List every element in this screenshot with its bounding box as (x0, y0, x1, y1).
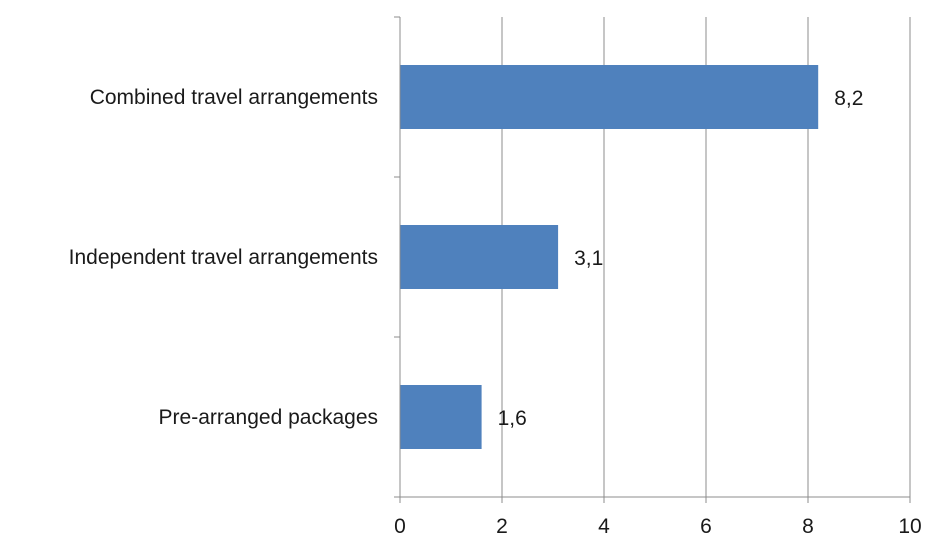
bar-2 (400, 385, 482, 449)
bar-1 (400, 225, 559, 289)
data-label-0: 8,2 (834, 87, 863, 110)
category-label-1: Independent travel arrangements (69, 246, 378, 269)
category-label-0: Combined travel arrangements (90, 86, 378, 109)
data-label-1: 3,1 (574, 247, 603, 270)
labels: 0 2 4 6 8 10 Combined travel arrangements 8,2 In… (69, 86, 922, 538)
x-tick-label-1: 2 (496, 515, 508, 538)
x-tick-label-5: 10 (898, 515, 921, 538)
bars (400, 65, 819, 449)
category-label-2: Pre-arranged packages (159, 406, 378, 429)
bar-0 (400, 65, 819, 129)
x-tick-label-3: 6 (700, 515, 712, 538)
axes (394, 16, 911, 503)
x-tick-label-2: 4 (598, 515, 610, 538)
x-tick-label-0: 0 (394, 515, 406, 538)
x-tick-label-4: 8 (802, 515, 814, 538)
data-label-2: 1,6 (498, 407, 527, 430)
